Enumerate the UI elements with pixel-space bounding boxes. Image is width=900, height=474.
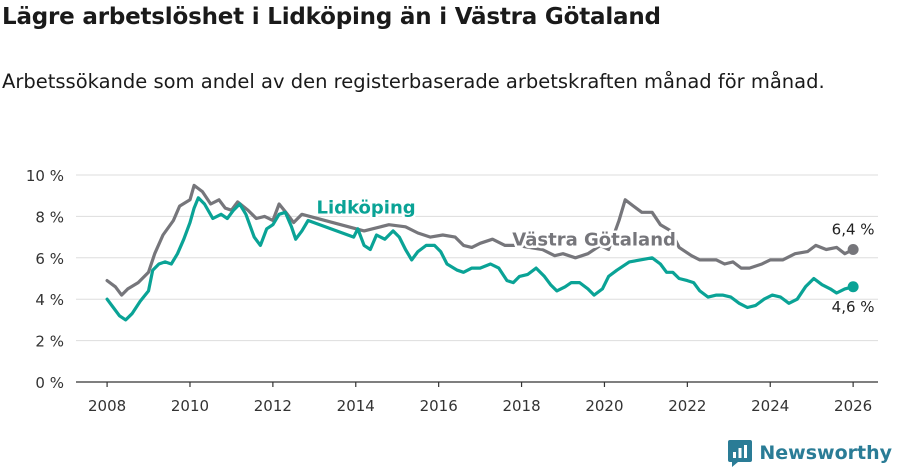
series-line-lidkoping	[105, 196, 855, 322]
end-value-label: 4,6 %	[832, 298, 875, 316]
x-tick-label: 2012	[254, 397, 292, 415]
tick-layer: 0 % 2 % 4 % 6 % 8 % 10 % 2008 2010 2012 2014 2016 2…	[26, 167, 872, 415]
brand-logo: Newsworthy	[727, 438, 892, 468]
series-end-point	[847, 244, 859, 256]
brand-name: Newsworthy	[759, 442, 892, 464]
end-value-label: 6,4 %	[832, 221, 875, 239]
chart-title: Lägre arbetslöshet i Lidköping än i Väst…	[2, 4, 661, 30]
series-layer	[105, 183, 859, 322]
newsworthy-logo-icon	[728, 440, 753, 467]
y-tick-label: 4 %	[35, 291, 64, 309]
x-tick-label: 2008	[88, 397, 126, 415]
x-tick-label: 2018	[502, 397, 540, 415]
y-tick-label: 0 %	[35, 374, 64, 392]
x-tick-label: 2024	[751, 397, 789, 415]
series-name-label: Västra Götaland	[512, 229, 676, 250]
x-tick-label: 2016	[420, 397, 458, 415]
y-tick-label: 6 %	[35, 250, 64, 268]
x-tick-label: 2026	[834, 397, 872, 415]
series-name-label: Lidköping	[317, 197, 416, 218]
y-tick-label: 2 %	[35, 333, 64, 351]
x-tick-label: 2010	[171, 397, 209, 415]
series-end-point	[847, 281, 859, 293]
chart-subtitle: Arbetssökande som andel av den registerb…	[2, 70, 825, 93]
y-tick-label: 10 %	[26, 167, 64, 185]
label-layer: 6,4 % 4,6 % Lidköping Västra Götaland	[314, 195, 875, 316]
y-tick-label: 8 %	[35, 208, 64, 226]
grid-layer	[76, 174, 878, 383]
series-line-vastra-gotaland	[105, 183, 855, 297]
x-tick-label: 2014	[337, 397, 375, 415]
x-tick-label: 2020	[585, 397, 623, 415]
x-tick-label: 2022	[668, 397, 706, 415]
